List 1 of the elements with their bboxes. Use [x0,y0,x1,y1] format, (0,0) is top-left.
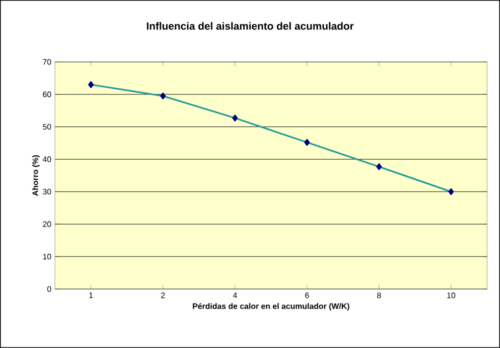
chart-title: Influencia del aislamiento del acumulador [146,22,354,30]
